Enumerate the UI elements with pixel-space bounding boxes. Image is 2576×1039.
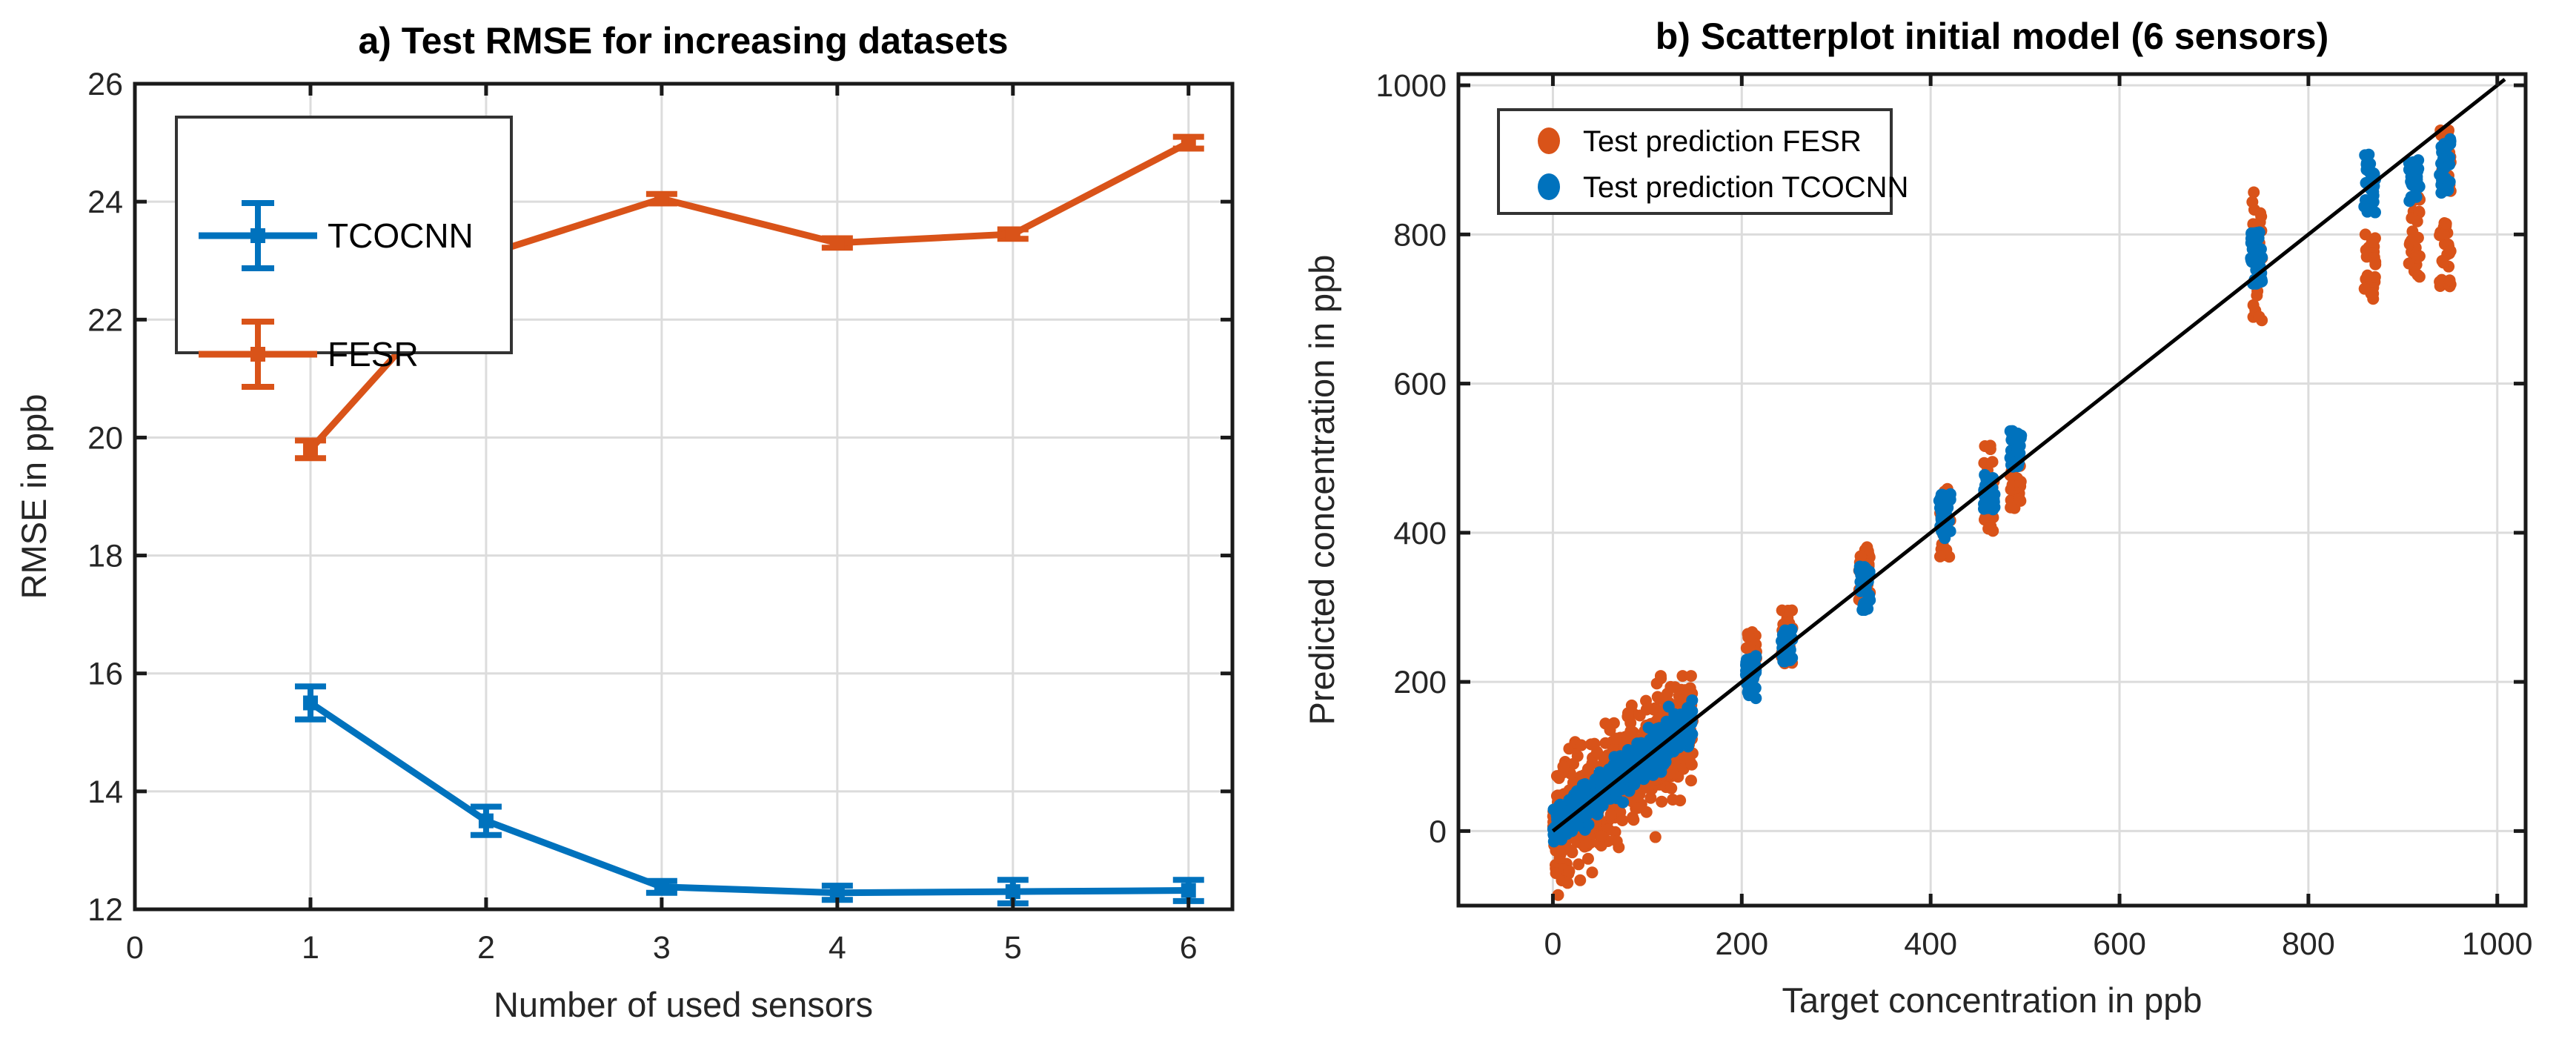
- y-tick-label: 16: [87, 657, 123, 692]
- panel-b-legend: Test prediction FESR Test prediction TCOC…: [1497, 108, 1908, 215]
- tcocnn-scatter-points: [1547, 133, 2457, 848]
- y-tick-label: 12: [87, 892, 123, 928]
- x-tick-label: 2: [477, 930, 495, 966]
- x-tick-label: 5: [1004, 930, 1022, 966]
- y-tick-label: 18: [87, 539, 123, 574]
- panel-b-xlabel: Target concentration in ppb: [1782, 980, 2202, 1020]
- panel-a-title: a) Test RMSE for increasing datasets: [358, 20, 1008, 62]
- y-tick-label: 800: [1393, 217, 1447, 253]
- x-tick-label: 0: [126, 930, 144, 966]
- legend-label: FESR: [328, 335, 419, 374]
- y-tick-label: 24: [87, 185, 123, 220]
- x-tick-label: 200: [1715, 926, 1768, 962]
- x-tick-label: 400: [1904, 926, 1957, 962]
- panel-a-data-series: [294, 133, 1204, 907]
- y-tick-label: 1000: [1375, 68, 1447, 104]
- x-tick-label: 6: [1180, 930, 1198, 966]
- legend-entry-tcocnn: Test prediction TCOCNN: [1538, 171, 1908, 204]
- y-tick-label: 14: [87, 774, 123, 810]
- legend-entry-fesr: FESR: [199, 319, 419, 390]
- x-tick-label: 800: [2282, 926, 2335, 962]
- y-tick-label: 200: [1393, 665, 1447, 700]
- panel-b-gridlines: [1458, 74, 2526, 906]
- panel-a-axes-box: [133, 82, 1235, 912]
- legend-label: Test prediction FESR: [1583, 125, 1862, 158]
- x-tick-label: 4: [829, 930, 846, 966]
- identity-line: [1551, 78, 2506, 833]
- panel-b-scatterplot: 0 200 400 600 800 1000 0 200 400 600 800 1000 b) Sc…: [1302, 16, 2533, 1020]
- x-tick-label: 0: [1544, 926, 1561, 962]
- tcocnn-errorbar-line: [294, 683, 1204, 907]
- y-tick-label: 0: [1429, 814, 1447, 849]
- legend-entry-tcocnn: TCOCNN: [199, 200, 474, 271]
- x-tick-label: 600: [2093, 926, 2146, 962]
- x-tick-label: 1: [302, 930, 319, 966]
- panel-b-ylabel: Predicted concentration in ppb: [1302, 255, 1341, 726]
- y-tick-label: 600: [1393, 367, 1447, 402]
- legend-entry-fesr: Test prediction FESR: [1538, 125, 1862, 158]
- x-tick-label: 3: [653, 930, 671, 966]
- panel-b-axes-box: [1456, 72, 2528, 908]
- panel-b-title: b) Scatterplot initial model (6 sensors): [1656, 16, 2329, 57]
- panel-b-tick-labels: 0 200 400 600 800 1000 0 200 400 600 800 1000: [1375, 68, 2532, 962]
- panel-b-scatter-points: [1547, 78, 2506, 901]
- y-tick-label: 20: [87, 420, 123, 456]
- legend-label: Test prediction TCOCNN: [1583, 171, 1908, 204]
- y-tick-label: 22: [87, 302, 123, 338]
- y-tick-label: 26: [87, 67, 123, 102]
- x-tick-label: 1000: [2462, 926, 2533, 962]
- legend-label: TCOCNN: [328, 216, 474, 255]
- panel-a-ylabel: RMSE in ppb: [14, 394, 53, 600]
- fesr-scatter-points: [1547, 124, 2457, 901]
- panel-a-legend: TCOCNN FESR: [175, 116, 513, 390]
- panel-a-xlabel: Number of used sensors: [494, 985, 873, 1024]
- y-tick-label: 400: [1393, 516, 1447, 551]
